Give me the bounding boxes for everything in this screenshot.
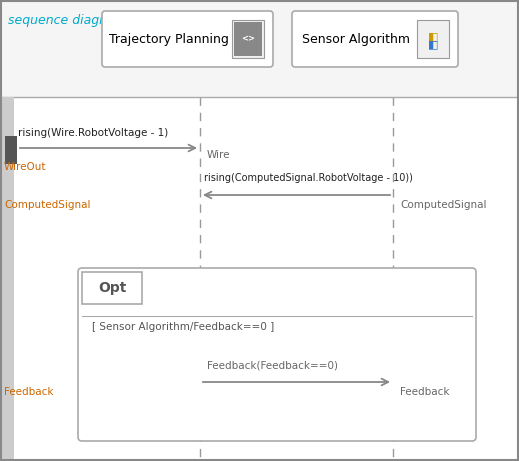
Text: Feedback(Feedback==0): Feedback(Feedback==0) — [207, 360, 338, 370]
Text: Trajectory Planning: Trajectory Planning — [108, 32, 228, 46]
Text: rising(Wire.RobotVoltage - 1): rising(Wire.RobotVoltage - 1) — [18, 128, 168, 138]
Bar — [0, 97, 14, 461]
Text: Feedback: Feedback — [400, 387, 449, 397]
Text: ◧: ◧ — [428, 31, 438, 41]
Polygon shape — [82, 272, 142, 304]
FancyBboxPatch shape — [102, 11, 273, 67]
Text: ◧: ◧ — [428, 39, 438, 49]
Text: ComputedSignal: ComputedSignal — [4, 200, 90, 210]
Bar — [232, 20, 264, 58]
Bar — [417, 20, 449, 58]
FancyBboxPatch shape — [78, 268, 476, 441]
Text: Sensor Algorithm: Sensor Algorithm — [302, 32, 410, 46]
Bar — [0, 0, 519, 97]
Text: rising(ComputedSignal.RobotVoltage - 10)): rising(ComputedSignal.RobotVoltage - 10)… — [204, 173, 413, 183]
Text: [ Sensor Algorithm/Feedback==0 ]: [ Sensor Algorithm/Feedback==0 ] — [92, 322, 274, 332]
Text: <>: <> — [241, 35, 255, 43]
Text: Feedback: Feedback — [4, 387, 53, 397]
Bar — [0, 97, 519, 461]
Bar — [234, 22, 262, 56]
Text: ComputedSignal: ComputedSignal — [400, 200, 486, 210]
Bar — [5, 136, 17, 164]
Text: sequence diagram: sequence diagram — [8, 14, 124, 27]
Text: WireOut: WireOut — [4, 162, 47, 172]
FancyBboxPatch shape — [292, 11, 458, 67]
Text: Wire: Wire — [207, 150, 230, 160]
Text: Opt: Opt — [98, 281, 126, 295]
